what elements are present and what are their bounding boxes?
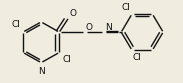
Text: O: O	[70, 9, 77, 18]
Text: Cl: Cl	[11, 20, 20, 29]
Text: N: N	[38, 67, 44, 76]
Text: Cl: Cl	[62, 55, 71, 64]
Text: N: N	[105, 23, 111, 32]
Text: O: O	[86, 23, 93, 32]
Text: Cl: Cl	[121, 3, 130, 12]
Text: Cl: Cl	[132, 53, 141, 62]
